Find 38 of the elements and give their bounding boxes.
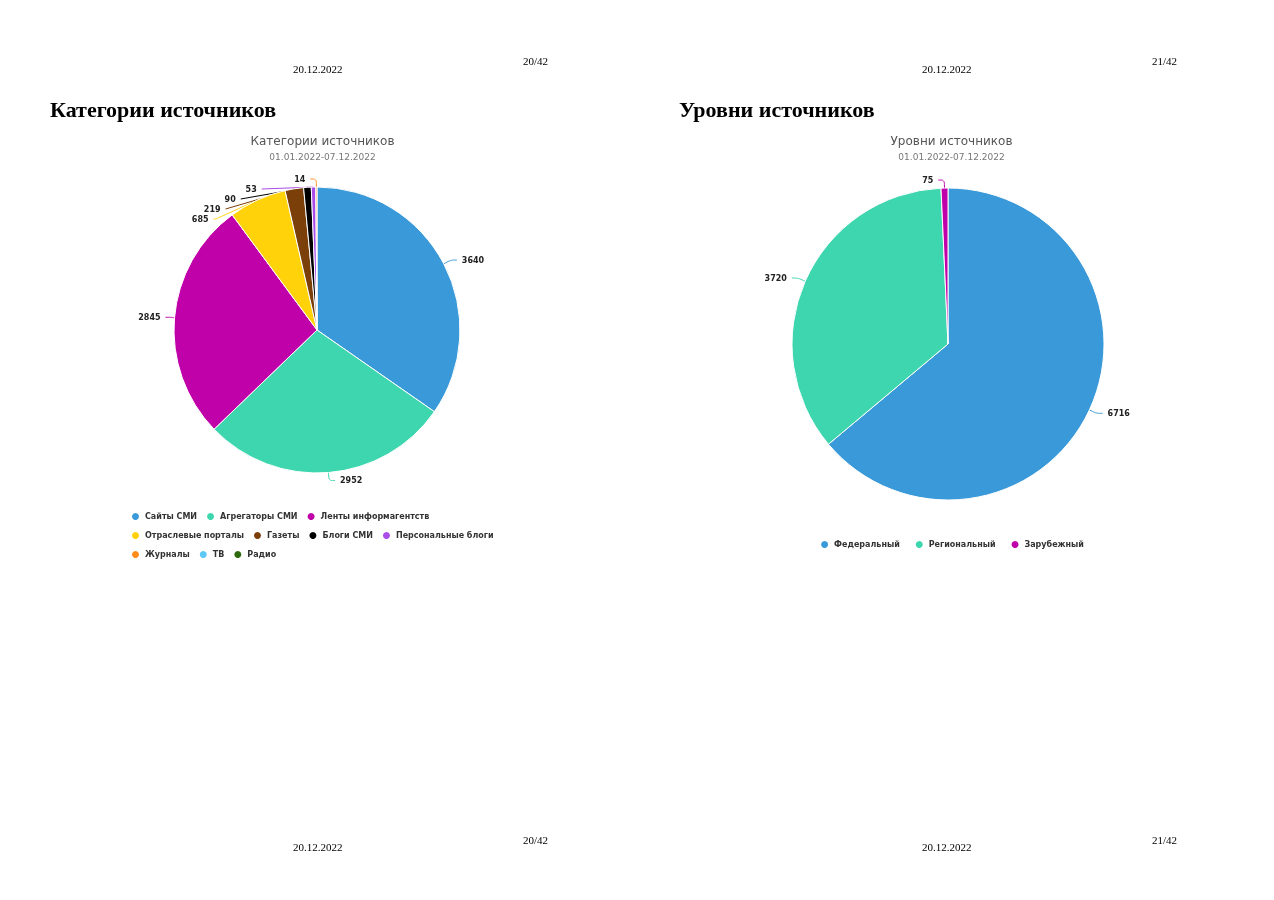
text: Уровни источников [679, 96, 875, 122]
legend-label: Блоги СМИ [322, 531, 373, 540]
data-label: 3720 [764, 273, 788, 283]
text: 20.12.2022 [293, 840, 343, 853]
chart-title: Уровни источников [890, 134, 1013, 148]
text: 21/42 [1152, 54, 1178, 67]
legend-label: Зарубежный [1024, 539, 1084, 549]
legend-label: Отраслевые порталы [145, 531, 244, 540]
text: 20/42 [523, 833, 549, 846]
chart-subtitle: 01.01.2022-07.12.2022 [269, 151, 376, 162]
data-label: 3640 [461, 255, 485, 265]
legend-label: Агрегаторы СМИ [220, 512, 298, 521]
legend-label: Радио [247, 550, 277, 559]
text: 20/42 [523, 54, 549, 67]
data-label: 90 [224, 194, 237, 204]
chart-title: Категории источников [250, 134, 395, 148]
data-label: 219 [203, 204, 221, 214]
text: 20.12.2022 [922, 62, 972, 75]
data-label: 75 [922, 175, 934, 185]
legend-label: Региональный [928, 540, 996, 549]
data-label: 53 [245, 184, 257, 194]
text: 20.12.2022 [922, 840, 972, 853]
text: 21/42 [1152, 833, 1178, 846]
legend-label: Журналы [145, 550, 190, 559]
legend-label: Федеральный [834, 540, 900, 549]
data-label: 14 [294, 174, 306, 184]
legend-label: Сайты СМИ [145, 512, 198, 521]
legend-label: Ленты информагентств [320, 512, 430, 521]
data-label: 6716 [1107, 408, 1131, 418]
legend-label: ТВ [212, 550, 225, 559]
data-label: 685 [191, 214, 209, 224]
legend-label: Газеты [266, 531, 300, 540]
text: 20.12.2022 [293, 62, 343, 75]
text: Категории источников [50, 96, 277, 122]
legend-label: Персональные блоги [395, 530, 494, 540]
data-label: 2845 [138, 312, 161, 322]
data-label: 2952 [340, 476, 363, 486]
chart-subtitle: 01.01.2022-07.12.2022 [898, 151, 1005, 162]
